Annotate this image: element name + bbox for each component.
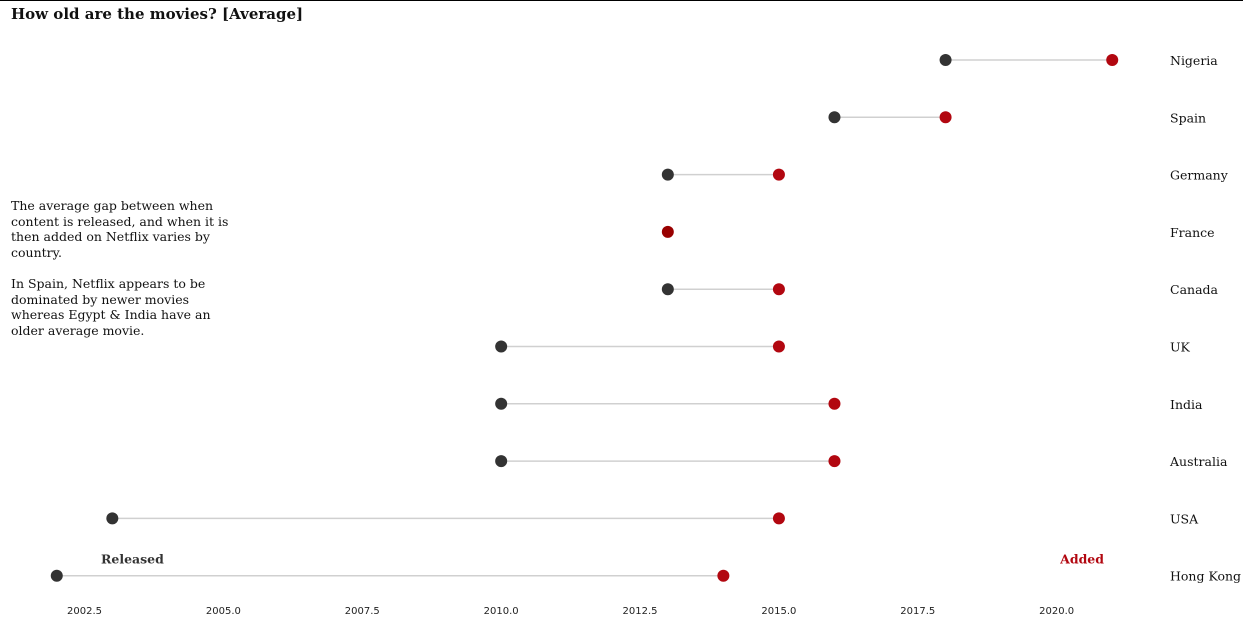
point-added-spain [939, 111, 952, 124]
point-added-usa [772, 512, 785, 525]
x-axis-ticks: 2002.5 2005.0 2007.5 2010.0 2012.5 2015.0 2017… [67, 606, 1074, 617]
annotation-paragraph-2: In Spain, Netflix appears to be dominate… [11, 276, 211, 338]
data-points [50, 54, 1119, 582]
country-label-india: India [1170, 397, 1203, 412]
point-added-nigeria [1106, 54, 1119, 66]
x-tick-label: 2005.0 [206, 606, 241, 617]
point-released-hong-kong [50, 569, 63, 582]
legend-added: Added [1059, 552, 1104, 567]
country-label-germany: Germany [1170, 168, 1229, 183]
country-label-france: France [1170, 225, 1215, 240]
point-released-germany [661, 168, 674, 181]
legend: Released Added [101, 552, 1104, 567]
point-added-canada [772, 283, 785, 296]
annotation-paragraph-1: The average gap between when content is … [11, 198, 229, 260]
point-added-uk [772, 340, 785, 353]
point-added-india [828, 397, 841, 410]
point-released-australia [495, 455, 508, 468]
x-tick-label: 2020.0 [1039, 606, 1074, 617]
country-label-australia: Australia [1169, 454, 1228, 469]
country-label-uk: UK [1170, 340, 1191, 355]
x-tick-label: 2012.5 [623, 606, 658, 617]
x-tick-label: 2002.5 [67, 606, 102, 617]
x-tick-label: 2010.0 [484, 606, 519, 617]
top-rule [0, 0, 1243, 1]
country-label-nigeria: Nigeria [1170, 53, 1218, 68]
point-added-hong-kong [717, 569, 730, 582]
chart-title: How old are the movies? [Average] [11, 5, 304, 23]
point-released-nigeria [939, 54, 952, 66]
point-released-canada [661, 283, 674, 296]
point-added-australia [828, 455, 841, 468]
x-tick-label: 2017.5 [900, 606, 935, 617]
x-tick-label: 2007.5 [345, 606, 380, 617]
country-labels: Nigeria Spain Germany France Canada UK India Au… [1169, 53, 1241, 584]
point-overlap-france [661, 225, 674, 238]
legend-released: Released [101, 552, 164, 567]
connector-lines [56, 59, 1113, 577]
country-label-canada: Canada [1170, 282, 1219, 297]
chart-annotation: The average gap between when content is … [11, 198, 231, 354]
point-added-germany [772, 168, 785, 181]
point-released-usa [106, 512, 119, 525]
point-released-india [495, 397, 508, 410]
country-label-spain: Spain [1170, 110, 1206, 125]
country-label-usa: USA [1170, 511, 1199, 526]
x-tick-label: 2015.0 [761, 606, 796, 617]
point-released-uk [495, 340, 508, 353]
country-label-hong-kong: Hong Kong [1170, 569, 1241, 584]
point-released-spain [828, 111, 841, 124]
